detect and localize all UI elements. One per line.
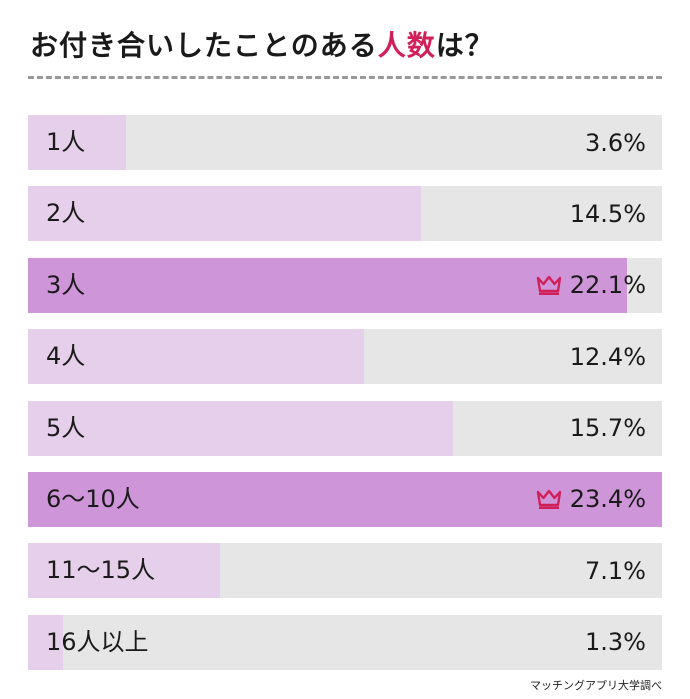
source-note: マッチングアプリ大学調べ [530,679,662,692]
title-prefix: お付き合いしたことのある [30,29,378,62]
bar [28,543,221,599]
value-group: 3.6% [585,115,646,170]
value-label: 1.3% [585,628,646,657]
value-group: 14.5% [570,186,646,241]
crown-icon [536,490,561,510]
category-label: 11〜15人 [46,556,156,585]
value-label: 3.6% [585,128,646,157]
value-group: 7.1% [585,543,646,598]
title-highlight: 人数 [377,29,436,62]
bar [28,471,662,527]
value-label: 7.1% [585,556,646,585]
category-label: 16人以上 [46,627,149,656]
bar-chart: 1人 3.6% 2人 14.5% 3人 22.1% 4人 12.4% 5人 15.7% 6〜10人 2… [28,115,662,686]
value-group: 1.3% [585,615,646,670]
crown-icon [536,276,561,296]
category-label: 3人 [46,270,86,299]
bar [28,614,64,670]
title-suffix: は？ [435,29,494,62]
category-label: 6〜10人 [46,484,140,513]
category-label: 5人 [46,413,86,442]
bar-row: 5人 15.7% [28,400,662,456]
bar [28,329,364,385]
category-label: 1人 [46,128,86,156]
bar-row: 2人 14.5% [28,186,662,242]
value-label: 14.5% [569,199,646,228]
value-label: 23.4% [569,485,646,514]
bar [28,400,454,456]
bar-row: 1人 3.6% [28,115,662,170]
value-group: 15.7% [570,401,646,456]
bar [28,186,421,242]
bar [28,115,126,170]
bar-row: 11〜15人 7.1% [28,543,662,599]
chart-title: お付き合いしたことのある人数は？ [30,24,494,64]
bar-row: 4人 12.4% [28,329,662,385]
value-group: 12.4% [570,329,646,384]
value-label: 22.1% [569,271,646,300]
value-label: 12.4% [569,342,646,371]
value-group: 22.1% [536,258,646,313]
bar-row: 6〜10人 23.4% [28,471,662,527]
category-label: 2人 [46,199,86,228]
bar [28,257,627,313]
bar-row: 3人 22.1% [28,257,662,313]
title-divider [28,76,662,79]
bar-row: 16人以上 1.3% [28,614,662,670]
category-label: 4人 [46,342,86,371]
value-label: 15.7% [569,414,646,443]
value-group: 23.4% [536,472,646,527]
